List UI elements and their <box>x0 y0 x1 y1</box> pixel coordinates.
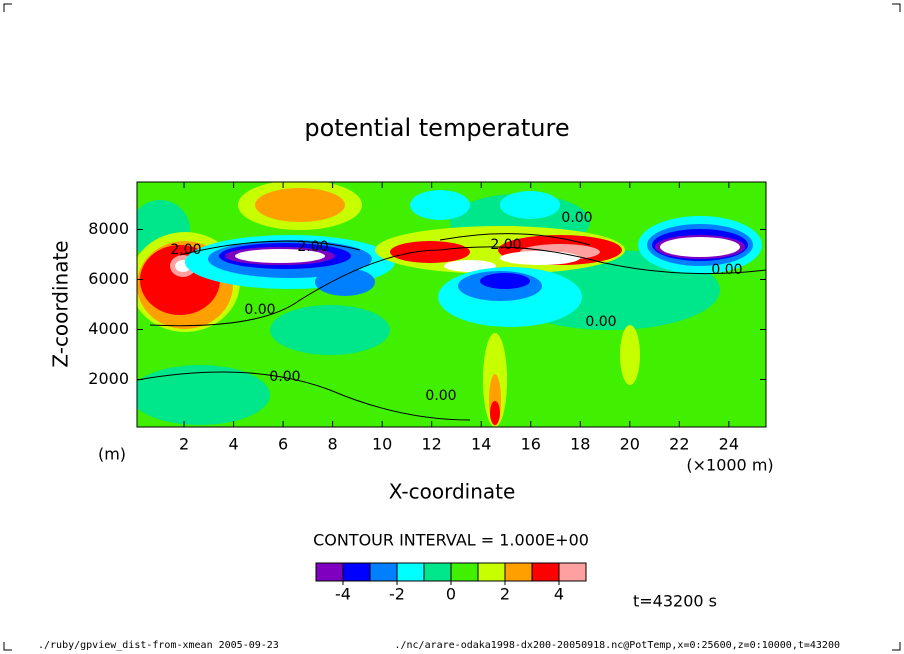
contour-band <box>480 273 530 289</box>
colorbar-tick-label: 4 <box>554 585 564 604</box>
x-unit: (×1000 m) <box>686 456 773 475</box>
contour-band <box>270 305 390 355</box>
x-tick-label: 14 <box>471 435 491 454</box>
contour-line <box>439 233 591 246</box>
colorbar-box <box>450 562 479 582</box>
y-unit: (m) <box>98 445 126 464</box>
contour-band <box>137 365 270 425</box>
colorbar-box <box>504 562 533 582</box>
x-tick-label: 22 <box>669 435 689 454</box>
y-tick-label: 4000 <box>88 319 129 338</box>
contour-label: 2.00 <box>297 239 328 255</box>
footer-left: ./ruby/gpview_dist-from-xmean 2005-09-23 <box>38 640 279 651</box>
x-tick-label: 20 <box>620 435 640 454</box>
x-tick-label: 12 <box>422 435 442 454</box>
contour-label: 0.00 <box>561 210 592 226</box>
contour-label: 0.00 <box>711 262 742 278</box>
contour-band <box>620 325 640 385</box>
contour-label: 0.00 <box>244 302 275 318</box>
colorbar-box <box>315 562 344 582</box>
colorbar-box <box>342 562 371 582</box>
colorbar-tick-label: -2 <box>389 585 405 604</box>
chart-title: potential temperature <box>304 114 569 142</box>
contour-label: 2.00 <box>490 237 521 253</box>
x-tick-label: 24 <box>719 435 739 454</box>
colorbar-box <box>477 562 506 582</box>
footer-right: ./nc/arare-odaka1998-dx200-20050918.nc@P… <box>394 640 840 651</box>
y-tick-label: 8000 <box>88 219 129 238</box>
x-tick-label: 18 <box>570 435 590 454</box>
contour-field <box>137 182 766 427</box>
contour-band <box>255 188 345 222</box>
y-tick-label: 6000 <box>88 269 129 288</box>
contour-band <box>444 260 496 272</box>
x-tick-label: 10 <box>372 435 392 454</box>
time-label: t=43200 s <box>633 592 717 611</box>
contour-band <box>500 191 560 219</box>
contour-label: 0.00 <box>269 369 300 385</box>
contour-band <box>490 401 500 425</box>
colorbar-tick-label: 2 <box>500 585 510 604</box>
contour-band <box>500 251 580 265</box>
colorbar-box <box>423 562 452 582</box>
contour-line <box>179 240 361 256</box>
colorbar-box <box>396 562 425 582</box>
contour-label: 0.00 <box>585 314 616 330</box>
colorbar-box <box>531 562 560 582</box>
colorbar-tick-label: -4 <box>335 585 351 604</box>
colorbar-box <box>369 562 398 582</box>
contour-label: 0.00 <box>425 388 456 404</box>
x-tick-label: 8 <box>328 435 338 454</box>
plot-frame <box>136 181 767 428</box>
x-tick-label: 6 <box>278 435 288 454</box>
x-tick-label: 4 <box>228 435 238 454</box>
x-tick-label: 16 <box>521 435 541 454</box>
contour-band <box>390 241 470 263</box>
colorbar-box <box>558 562 587 582</box>
corner-marks <box>3 3 901 651</box>
y-tick-label: 2000 <box>88 369 129 388</box>
colorbar-tick-label: 0 <box>446 585 456 604</box>
y-axis-label: Z-coordinate <box>49 240 73 367</box>
contour-line <box>137 371 471 421</box>
x-tick-label: 2 <box>179 435 189 454</box>
contour-band <box>410 190 470 220</box>
contour-band <box>235 249 325 263</box>
contour-line <box>149 246 766 327</box>
contour-band <box>660 237 740 257</box>
contour-band <box>315 268 375 296</box>
contour-interval: CONTOUR INTERVAL = 1.000E+00 <box>313 531 589 550</box>
x-axis-label: X-coordinate <box>389 480 516 504</box>
contour-label: 2.00 <box>170 242 201 258</box>
